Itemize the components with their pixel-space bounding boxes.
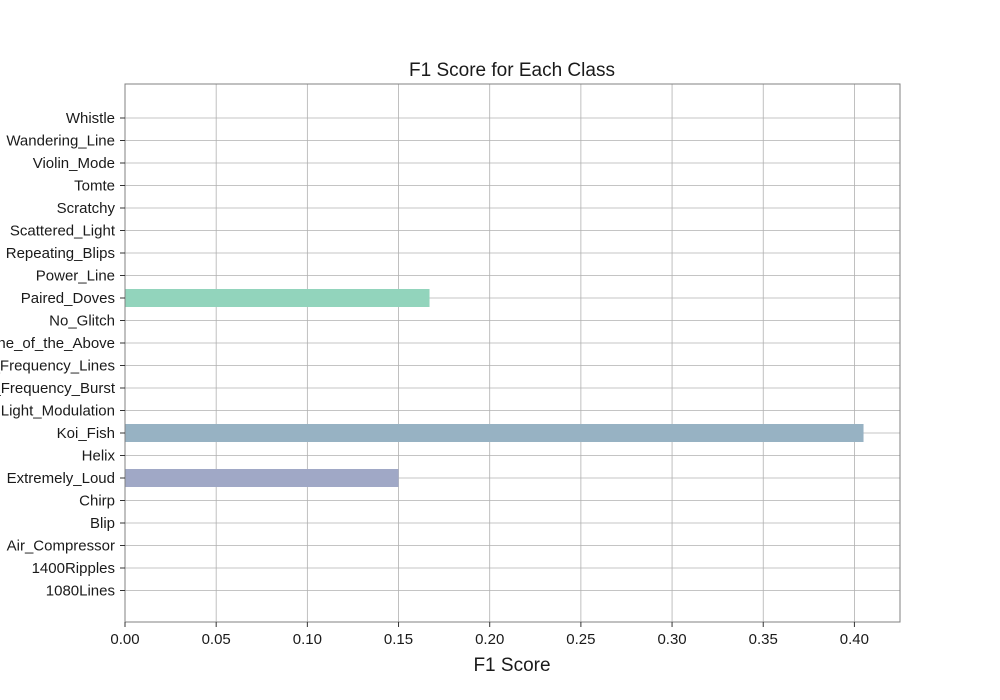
y-tick-label: 1080Lines: [46, 583, 115, 600]
y-tick-label: Scattered_Light: [10, 223, 116, 240]
y-tick-label: Repeating_Blips: [6, 245, 115, 262]
y-tick-label: Light_Modulation: [1, 403, 115, 420]
plot-area: [125, 84, 900, 622]
y-tick-label: Wandering_Line: [6, 133, 115, 150]
y-tick-label: Air_Compressor: [7, 538, 115, 555]
bar-paired-doves: [125, 289, 430, 307]
x-tick-label: 0.15: [384, 631, 413, 648]
y-tick-label: 1400Ripples: [32, 560, 115, 577]
x-tick-label: 0.05: [202, 631, 231, 648]
y-tick-label: Whistle: [66, 110, 115, 127]
y-tick-label: Chirp: [79, 493, 115, 510]
y-tick-labels: Whistle Wandering_Line Violin_Mode Tomte Scr…: [0, 110, 125, 600]
x-tick-label: 0.20: [475, 631, 504, 648]
x-tick-label: 0.25: [566, 631, 595, 648]
y-tick-label: Extremely_Loud: [7, 470, 115, 487]
y-tick-label: Helix: [82, 448, 116, 465]
y-tick-label: Paired_Doves: [21, 290, 115, 307]
y-tick-label: Blip: [90, 515, 115, 532]
x-tick-label: 0.35: [749, 631, 778, 648]
y-tick-label: Power_Line: [36, 268, 115, 285]
bar-extremely-loud: [125, 469, 399, 487]
y-tick-label: Low_Frequency_Lines: [0, 358, 115, 375]
bars: [125, 289, 864, 487]
x-tick-labels: 0.00 0.05 0.10 0.15 0.20 0.25 0.30 0.35 0.40: [110, 622, 869, 648]
x-tick-label: 0.30: [657, 631, 686, 648]
x-tick-label: 0.00: [110, 631, 139, 648]
y-tick-label: Tomte: [74, 178, 115, 195]
x-axis-label: F1 Score: [473, 655, 550, 676]
bar-koi-fish: [125, 424, 864, 442]
y-gridlines: [125, 117, 900, 591]
y-tick-label: Low_Frequency_Burst: [0, 380, 116, 397]
y-tick-label: Koi_Fish: [57, 425, 115, 442]
chart-title: F1 Score for Each Class: [409, 60, 615, 81]
y-tick-label: None_of_the_Above: [0, 335, 115, 352]
y-tick-label: Violin_Mode: [33, 155, 115, 172]
y-tick-label: Scratchy: [57, 200, 116, 217]
x-tick-label: 0.10: [293, 631, 322, 648]
y-tick-label: No_Glitch: [49, 313, 115, 330]
plot-frame: [124, 83, 901, 623]
x-tick-label: 0.40: [840, 631, 869, 648]
